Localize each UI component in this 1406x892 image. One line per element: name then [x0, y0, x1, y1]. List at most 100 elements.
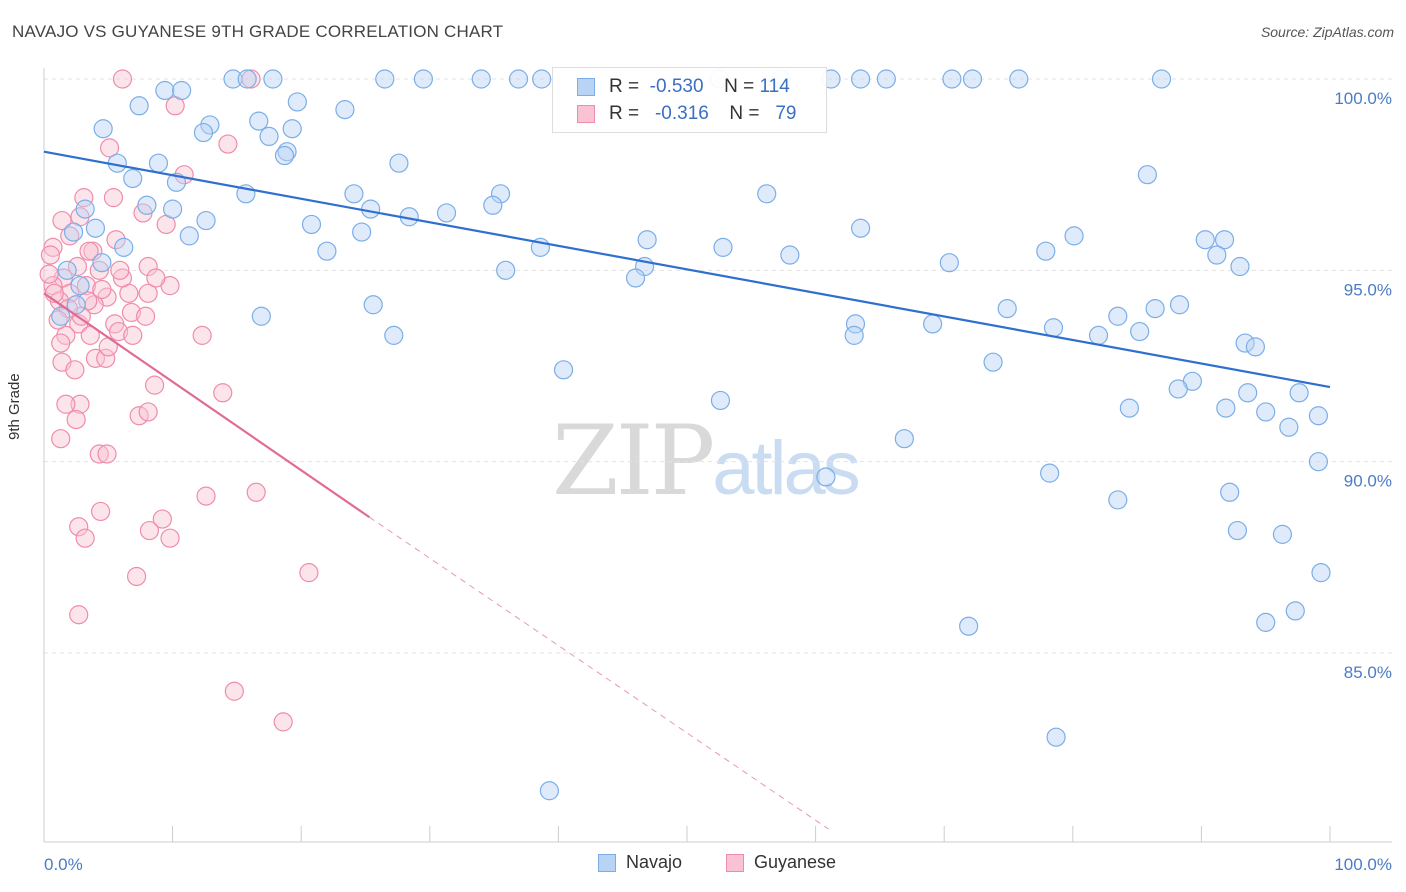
navajo-point [200, 115, 220, 135]
source-label: Source: ZipAtlas.com [1260, 24, 1394, 40]
navajo-point [384, 325, 404, 345]
navajo-point [344, 184, 364, 204]
navajo-point [876, 69, 896, 89]
navajo-point [983, 352, 1003, 372]
guyanese-points [39, 69, 319, 732]
navajo-point [1046, 727, 1066, 747]
guyanese-point [192, 325, 212, 345]
navajo-n-value: 114 [759, 76, 790, 97]
navajo-point [923, 314, 943, 334]
navajo-point [780, 245, 800, 265]
legend-item-navajo[interactable]: Navajo [598, 852, 682, 873]
watermark-atlas: atlas [712, 426, 861, 511]
guyanese-point [299, 563, 319, 583]
guyanese-point [138, 256, 158, 277]
axes [43, 68, 1392, 843]
navajo-point [1168, 379, 1188, 399]
navajo-point [63, 222, 84, 242]
guyanese-point [89, 260, 109, 280]
legend-item-guyanese[interactable]: Guyanese [726, 852, 836, 873]
series-legend: Navajo Guyanese [0, 852, 1406, 878]
navajo-point [1289, 383, 1309, 403]
navajo-r-label: R = [609, 76, 640, 97]
navajo-point [1279, 417, 1299, 437]
navajo-point [1043, 318, 1064, 338]
navajo-point [1088, 325, 1109, 345]
guyanese-point [138, 283, 158, 303]
navajo-point [939, 253, 959, 273]
navajo-point [352, 222, 372, 242]
navajo-point [539, 781, 559, 801]
guyanese-point [152, 509, 172, 529]
navajo-r-value: -0.530 [649, 76, 704, 97]
navajo-point [179, 226, 199, 246]
navajo-point [123, 168, 143, 189]
navajo-point [816, 467, 836, 487]
grid-lines [44, 78, 1392, 654]
navajo-point [287, 92, 307, 112]
guyanese-point [123, 325, 143, 345]
navajo-point [713, 237, 733, 257]
navajo-point [959, 616, 979, 636]
navajo-point [249, 111, 269, 131]
guyanese-n-label: N = [729, 103, 760, 124]
guyanese-point [121, 302, 142, 323]
navajo-point [274, 145, 295, 166]
guyanese-point [224, 681, 244, 701]
navajo-point [1137, 165, 1157, 185]
guyanese-point [273, 712, 293, 732]
guyanese-point [67, 256, 88, 277]
guyanese-point [89, 444, 109, 464]
navajo-point [436, 203, 457, 223]
guyanese-point [246, 482, 266, 502]
navajo-point [57, 260, 77, 280]
navajo-point [75, 199, 95, 219]
trend-lines [43, 150, 1331, 830]
guyanese-point [196, 486, 216, 506]
stats-row-navajo: R = -0.530 N = 114 [577, 75, 790, 99]
navajo-trend-line [43, 150, 1331, 389]
navajo-point [997, 299, 1017, 319]
guyanese-point [97, 444, 117, 464]
navajo-point [193, 122, 214, 143]
guyanese-point [76, 276, 97, 296]
navajo-point [1145, 299, 1165, 319]
guyanese-point [75, 528, 95, 548]
navajo-point [942, 69, 962, 89]
navajo-point [1256, 402, 1276, 422]
navajo-point [317, 241, 337, 261]
guyanese-point [40, 245, 61, 265]
guyanese-point [144, 375, 165, 395]
navajo-point [172, 80, 192, 101]
guyanese-point [66, 409, 86, 430]
navajo-point [710, 390, 731, 411]
navajo-point [1235, 333, 1255, 353]
navajo-point [1230, 256, 1250, 277]
navajo-point [637, 230, 657, 250]
chart-title: NAVAJO VS GUYANESE 9TH GRADE CORRELATION… [12, 22, 504, 41]
guyanese-point [99, 138, 120, 158]
guyanese-point [112, 268, 133, 288]
guyanese-point [126, 566, 147, 587]
guyanese-point [43, 237, 63, 257]
guyanese-point [51, 333, 71, 353]
x-tick-label: 100.0% [1334, 855, 1392, 874]
navajo-point [1227, 520, 1248, 541]
guyanese-point [139, 520, 160, 541]
navajo-point [51, 306, 71, 326]
navajo-n-label: N = [724, 76, 755, 97]
navajo-point [1285, 601, 1305, 621]
guyanese-point [146, 268, 166, 288]
y-tick-label: 100.0% [1334, 89, 1392, 108]
navajo-point [1064, 226, 1084, 246]
navajo-point [1272, 524, 1293, 544]
watermark: ZIPatlas [552, 405, 861, 517]
guyanese-point [108, 321, 129, 342]
navajo-point [363, 295, 383, 315]
guyanese-point [110, 260, 130, 280]
guyanese-point [85, 348, 106, 368]
navajo-points [51, 69, 1331, 801]
guyanese-point [213, 383, 233, 403]
guyanese-point [79, 241, 99, 261]
navajo-point [1256, 612, 1276, 632]
